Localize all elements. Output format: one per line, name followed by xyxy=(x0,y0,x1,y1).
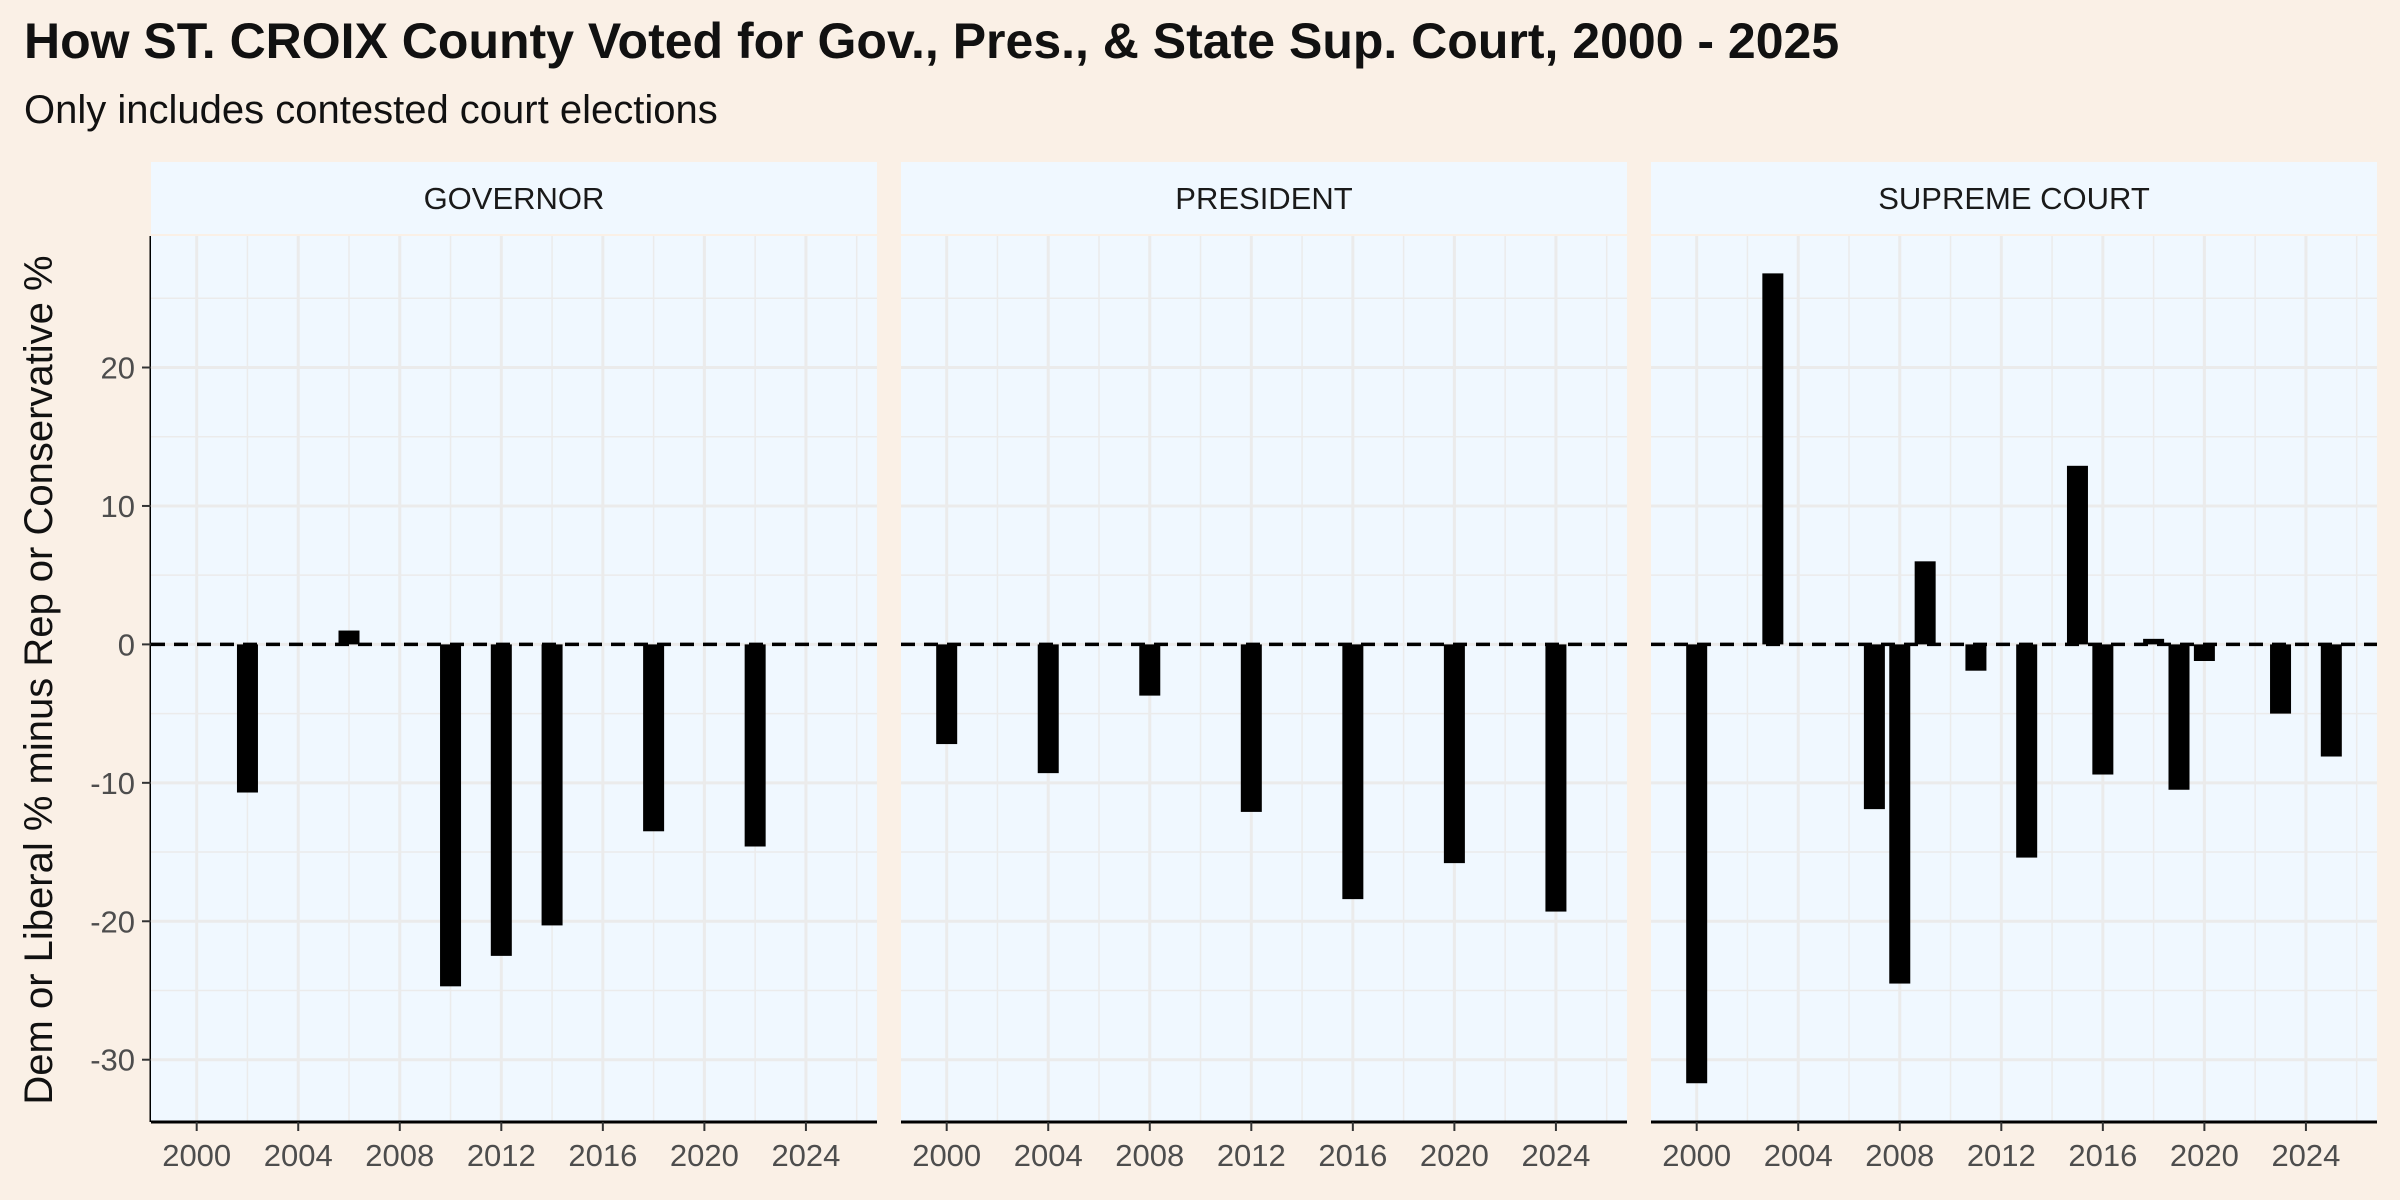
facet-strip-label: PRESIDENT xyxy=(1175,181,1352,216)
bar-2012 xyxy=(490,644,512,956)
bar-2010 xyxy=(440,644,462,987)
bar-2000 xyxy=(1686,644,1708,1084)
y-axis-title: Dem or Liberal % minus Rep or Conservati… xyxy=(17,255,61,1104)
bar-2025 xyxy=(2320,644,2342,757)
y-tick-label: 0 xyxy=(118,627,135,662)
facet-panel-supreme-court: SUPREME COURT 2000 2004 2008 2012 2016 2020 202… xyxy=(1651,162,2377,1173)
bar-2012 xyxy=(1240,644,1262,812)
facet-strip-label: SUPREME COURT xyxy=(1878,181,2150,216)
x-tick-label: 2024 xyxy=(1521,1138,1590,1173)
x-tick-label: 2020 xyxy=(670,1138,739,1173)
x-tick-label: 2016 xyxy=(2068,1138,2137,1173)
x-tick-label: 2000 xyxy=(1662,1138,1731,1173)
bar-2024 xyxy=(1545,644,1567,912)
bar-2007 xyxy=(1863,644,1885,810)
bar-2000 xyxy=(936,644,958,745)
facet-panel-governor: GOVERNOR 2000 2004 2008 2012 2016 2020 2024 xyxy=(151,162,877,1173)
y-tick-label: -30 xyxy=(90,1043,135,1078)
bar-2014 xyxy=(541,644,563,926)
bar-2016 xyxy=(2092,644,2114,775)
x-tick-label: 2008 xyxy=(1865,1138,1934,1173)
y-tick-label: -20 xyxy=(90,904,135,939)
facet-strip xyxy=(1651,162,2377,234)
y-tick-label: 20 xyxy=(101,351,135,386)
x-tick-label: 2020 xyxy=(1420,1138,1489,1173)
bar-2009 xyxy=(1914,561,1936,645)
x-tick-label: 2012 xyxy=(1217,1138,1286,1173)
bar-2003 xyxy=(1762,273,1784,645)
bar-2023 xyxy=(2270,644,2292,714)
bar-2020 xyxy=(2193,644,2215,662)
bar-2008 xyxy=(1889,644,1911,984)
x-tick-label: 2004 xyxy=(264,1138,333,1173)
x-tick-label: 2024 xyxy=(771,1138,840,1173)
facet-strip xyxy=(901,162,1627,234)
bar-2018 xyxy=(643,644,665,832)
x-tick-label: 2000 xyxy=(912,1138,981,1173)
y-tick-label: 10 xyxy=(101,489,135,524)
facet-panel-president: PRESIDENT 2000 2004 2008 2012 2016 2020 2024 xyxy=(901,162,1627,1173)
x-tick-label: 2004 xyxy=(1014,1138,1083,1173)
bar-2008 xyxy=(1139,644,1161,696)
bar-2020 xyxy=(1443,644,1465,864)
x-tick-label: 2008 xyxy=(1115,1138,1184,1173)
bar-2011 xyxy=(1965,644,1987,671)
y-tick-label: -10 xyxy=(90,766,135,801)
x-tick-label: 2020 xyxy=(2170,1138,2239,1173)
bar-2019 xyxy=(2168,644,2190,790)
bar-2013 xyxy=(2016,644,2038,858)
x-tick-label: 2000 xyxy=(162,1138,231,1173)
chart-title: How ST. CROIX County Voted for Gov., Pre… xyxy=(24,13,1840,69)
x-tick-label: 2012 xyxy=(1967,1138,2036,1173)
bar-2016 xyxy=(1342,644,1364,900)
bar-2022 xyxy=(744,644,766,847)
x-tick-label: 2016 xyxy=(1318,1138,1387,1173)
bar-2006 xyxy=(338,630,360,645)
bar-2018 xyxy=(2143,638,2165,645)
panel-background xyxy=(901,236,1627,1122)
x-tick-label: 2024 xyxy=(2271,1138,2340,1173)
bar-2004 xyxy=(1037,644,1059,774)
chart-subtitle: Only includes contested court elections xyxy=(24,88,718,132)
bar-2002 xyxy=(236,644,258,793)
facet-strip xyxy=(151,162,877,234)
bar-2015 xyxy=(2066,465,2088,645)
x-tick-label: 2016 xyxy=(568,1138,637,1173)
x-tick-label: 2004 xyxy=(1764,1138,1833,1173)
x-tick-label: 2008 xyxy=(365,1138,434,1173)
x-tick-label: 2012 xyxy=(467,1138,536,1173)
facet-strip-label: GOVERNOR xyxy=(424,181,605,216)
